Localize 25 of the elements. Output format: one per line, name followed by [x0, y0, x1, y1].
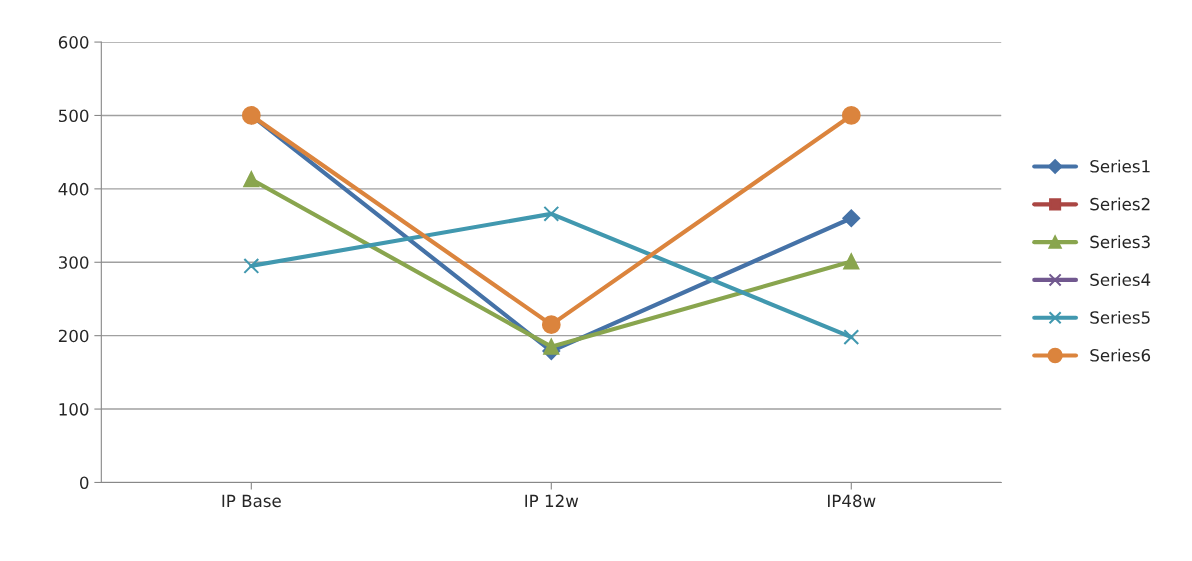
y-tick-label: 500: [58, 109, 89, 123]
legend-label: Series4: [1090, 273, 1151, 286]
legend-label: Series5: [1090, 310, 1150, 324]
point: [842, 209, 861, 228]
legend-label: Series6: [1090, 348, 1151, 362]
point: [243, 257, 260, 274]
y-tick-label: 400: [58, 182, 89, 196]
point: [843, 253, 860, 270]
legend-label: Series2: [1090, 197, 1150, 211]
y-tick-label: 0: [80, 476, 89, 490]
x-tick-label: IP 12w: [525, 494, 579, 507]
legend-label: Series3: [1090, 235, 1150, 249]
point: [243, 171, 260, 188]
x-tick-label: IP48w: [828, 494, 876, 508]
legend-label: Series1: [1090, 159, 1150, 173]
point: [843, 329, 860, 346]
point: [543, 205, 560, 222]
point: [841, 106, 861, 125]
y-tick-label: 300: [58, 256, 89, 269]
y-tick-label: 200: [58, 329, 89, 343]
y-tick-label: 100: [59, 403, 89, 416]
point: [543, 338, 560, 355]
y-tick-label: 600: [58, 36, 89, 49]
x-tick-label: IP Base: [222, 494, 281, 508]
point: [541, 315, 561, 335]
